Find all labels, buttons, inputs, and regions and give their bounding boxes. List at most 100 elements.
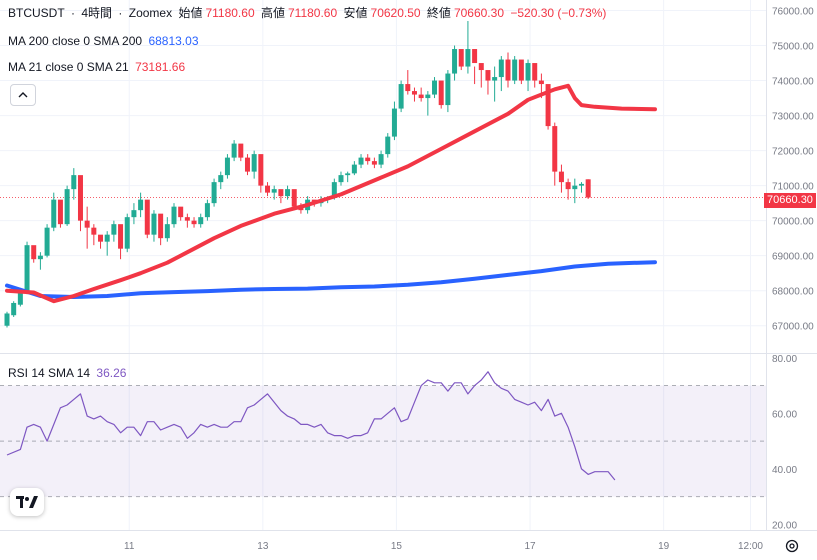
- price-axis-label: 76000.00: [772, 7, 814, 18]
- candle-down: [545, 84, 551, 127]
- candle-up: [271, 189, 277, 193]
- change-value: −520.30 (−0.73%): [510, 6, 607, 20]
- settings-icon[interactable]: [784, 538, 800, 554]
- rsi-axis-label: 40.00: [772, 465, 797, 476]
- rsi-value: 36.26: [96, 366, 127, 380]
- candle-down: [278, 189, 284, 197]
- high-label: 高値: [260, 6, 285, 20]
- candle-up: [111, 224, 117, 235]
- candle-up: [104, 234, 110, 242]
- candle-up: [231, 143, 237, 158]
- candle-up: [151, 213, 157, 235]
- candle-up: [211, 182, 217, 204]
- symbol-name[interactable]: BTCUSDT: [8, 6, 65, 20]
- candle-up: [285, 189, 291, 197]
- candle-up: [432, 80, 438, 95]
- ma200-legend[interactable]: MA 200 close 0 SMA 200 68813.03: [8, 34, 202, 48]
- candle-down: [158, 213, 164, 239]
- low-value: 70620.50: [370, 6, 421, 20]
- open-value: 71180.60: [205, 6, 255, 20]
- rsi-label: RSI 14 SMA 14: [8, 366, 91, 380]
- separator-2: ·: [118, 6, 123, 20]
- candle-up: [445, 73, 451, 106]
- candle-down: [91, 227, 97, 235]
- candle-down: [238, 143, 244, 158]
- candle-up: [171, 206, 177, 225]
- low-label: 安値: [343, 6, 368, 20]
- high-value: 71180.60: [287, 6, 338, 20]
- candle-down: [458, 49, 464, 67]
- collapse-legend-button[interactable]: [10, 84, 36, 106]
- candle-up: [385, 136, 391, 155]
- candle-up: [425, 94, 431, 99]
- candle-down: [184, 217, 190, 221]
- separator-1: ·: [71, 6, 76, 20]
- candle-down: [518, 59, 524, 81]
- candle-down: [411, 91, 417, 95]
- candle-up: [64, 189, 70, 225]
- candle-up: [525, 63, 531, 81]
- candle-down: [418, 94, 424, 99]
- tradingview-logo-icon: [16, 496, 38, 508]
- ma21-line: [5, 83, 657, 304]
- candle-down: [552, 126, 558, 172]
- candle-down: [57, 199, 63, 225]
- candle-up: [24, 245, 30, 291]
- candle-up: [138, 199, 144, 211]
- ma200-value: 68813.03: [148, 34, 199, 48]
- time-axis-label: 13: [257, 541, 269, 552]
- price-axis-label: 69000.00: [772, 252, 814, 263]
- candle-up: [164, 224, 170, 239]
- candle-down: [405, 84, 411, 92]
- price-axis-label: 73000.00: [772, 112, 814, 123]
- candle-down: [258, 154, 264, 186]
- price-axis-label: 75000.00: [772, 42, 814, 53]
- candle-up: [4, 313, 10, 326]
- rsi-axis-label: 20.00: [772, 520, 797, 531]
- open-label: 始値: [178, 6, 203, 20]
- candle-down: [144, 199, 150, 235]
- candle-up: [224, 157, 230, 176]
- interval-label[interactable]: 4時間: [81, 6, 113, 20]
- close-label: 終値: [426, 6, 451, 20]
- price-axis-label: 70000.00: [772, 217, 814, 228]
- candle-up: [131, 210, 137, 218]
- candle-up: [17, 290, 23, 305]
- time-axis-label: 11: [124, 541, 135, 552]
- candle-up: [378, 154, 384, 165]
- rsi-legend[interactable]: RSI 14 SMA 14 36.26: [8, 366, 129, 380]
- candle-down: [371, 161, 377, 165]
- price-axis-label: 72000.00: [772, 147, 814, 158]
- tradingview-logo[interactable]: [10, 488, 44, 516]
- candle-up: [578, 183, 584, 186]
- candle-down: [585, 179, 591, 198]
- candle-up: [51, 199, 57, 228]
- candle-down: [77, 175, 83, 221]
- candle-up: [11, 302, 17, 316]
- candle-up: [398, 84, 404, 109]
- candle-down: [265, 185, 271, 193]
- last-price-tag: 70660.30: [764, 193, 816, 208]
- candle-up: [198, 217, 204, 225]
- exchange-label: Zoomex: [128, 6, 173, 20]
- candle-down: [478, 63, 484, 71]
- ma21-legend[interactable]: MA 21 close 0 SMA 21 73181.66: [8, 60, 188, 74]
- candle-down: [485, 70, 491, 81]
- candle-up: [498, 59, 504, 78]
- ma21-value: 73181.66: [135, 60, 186, 74]
- symbol-header: BTCUSDT · 4時間 · Zoomex 始値 71180.60 高値 7118…: [8, 4, 609, 21]
- candle-up: [204, 203, 210, 218]
- time-axis-label: 15: [391, 541, 403, 552]
- time-axis-label: 19: [658, 541, 670, 552]
- rsi-line: [6, 371, 616, 481]
- ma21-label: MA 21 close 0 SMA 21: [8, 60, 129, 74]
- candle-up: [37, 255, 43, 260]
- candle-down: [291, 189, 297, 207]
- candle-up: [338, 175, 344, 183]
- ma200-line: [5, 260, 657, 299]
- candle-down: [532, 63, 538, 81]
- candle-down: [191, 220, 197, 225]
- candle-down: [558, 171, 564, 183]
- candle-down: [472, 49, 478, 64]
